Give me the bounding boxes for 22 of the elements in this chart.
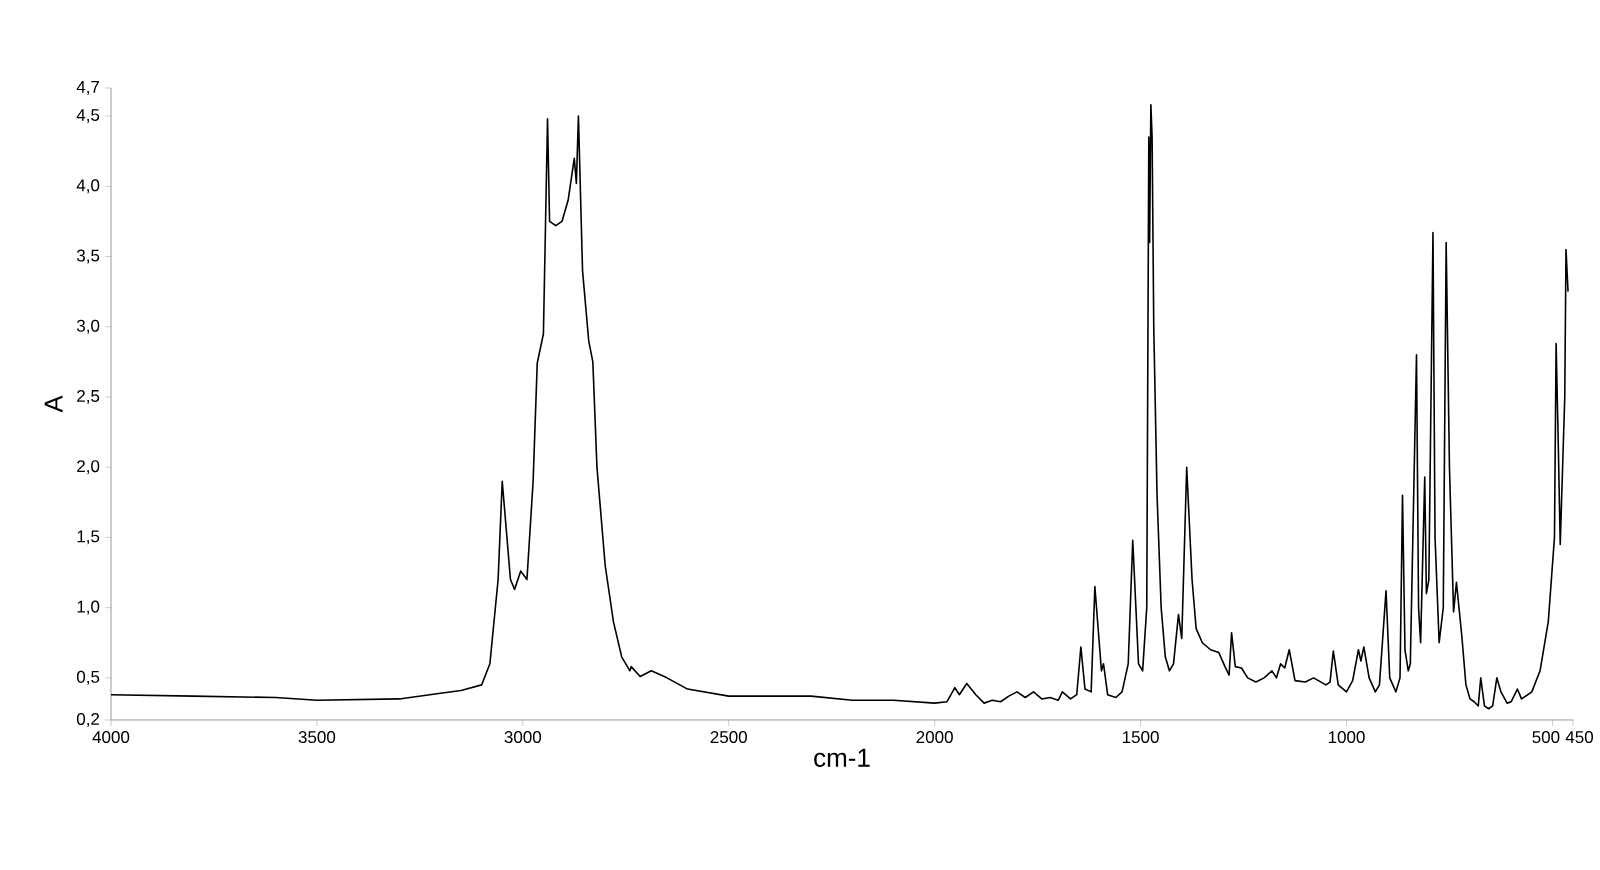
y-tick-label: 4,0 [76, 179, 100, 194]
x-tick-label: 450 [1565, 731, 1593, 744]
y-tick-label: 1,5 [77, 530, 100, 545]
y-tick-label: 2,5 [77, 389, 100, 404]
x-tick-label: 3500 [298, 731, 336, 744]
x-tick-label: 1500 [1122, 731, 1159, 744]
y-tick-label: 1,0 [77, 600, 100, 615]
y-tick-label: 3,0 [76, 319, 100, 334]
x-tick-label: 3000 [504, 731, 542, 744]
y-tick-label: 2,0 [77, 460, 100, 475]
x-tick-label: 2000 [916, 731, 953, 744]
y-tick-label: 0,5 [76, 670, 100, 685]
y-tick-label: 0,2 [76, 712, 100, 727]
x-tick-label: 2500 [710, 731, 747, 744]
y-tick-label: 4,7 [76, 81, 100, 95]
y-tick-label: 3,5 [76, 249, 100, 264]
y-axis-title: A [44, 395, 63, 413]
x-tick-label: 1000 [1328, 731, 1365, 744]
x-tick-label: 500 [1532, 731, 1560, 744]
x-axis-title: cm-1 [814, 748, 870, 767]
y-tick-label: 4,5 [76, 109, 100, 123]
x-tick-label: 4000 [92, 731, 130, 744]
